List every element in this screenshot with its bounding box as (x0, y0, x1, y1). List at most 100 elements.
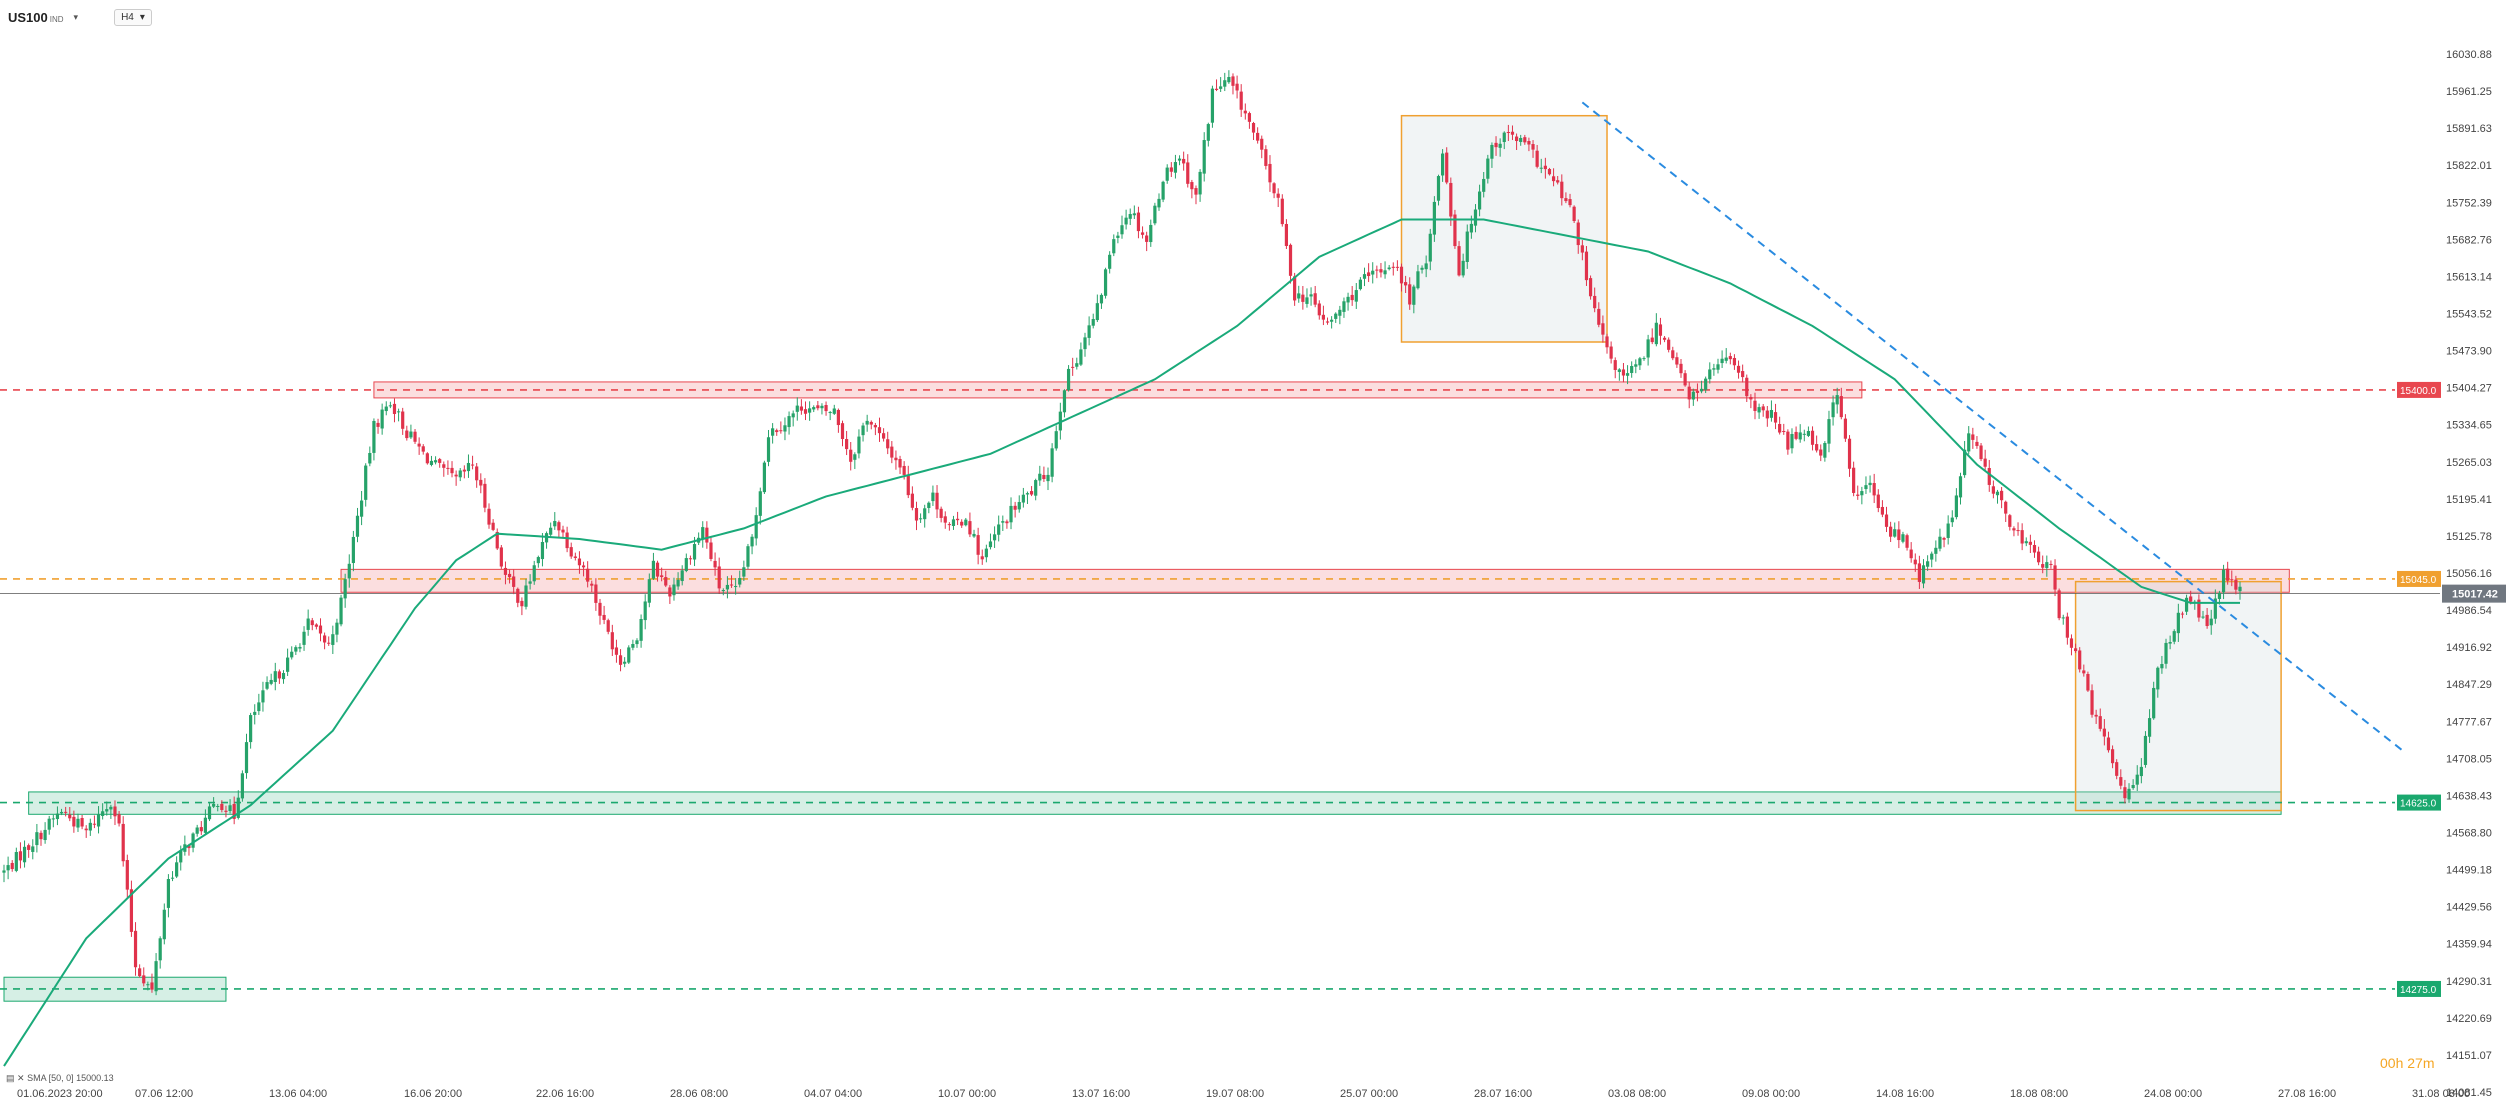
candle-body (1243, 110, 1247, 114)
candle-body (105, 809, 109, 812)
candle-body (1704, 378, 1708, 390)
y-tick-label: 16030.88 (2446, 49, 2492, 61)
candle-body (368, 452, 372, 464)
candle-body (1214, 88, 1219, 90)
candle-body (323, 635, 327, 643)
candle-body (890, 446, 894, 458)
candle-body (1005, 521, 1009, 524)
candle-body (396, 411, 401, 413)
x-tick-label: 13.06 04:00 (269, 1088, 327, 1100)
candle-body (2053, 565, 2057, 590)
candle-body (1247, 113, 1252, 122)
y-tick-label: 15056.16 (2446, 568, 2492, 580)
candle-body (2143, 735, 2148, 765)
candle-body (257, 702, 261, 712)
candle-body (1108, 254, 1112, 269)
candle-body (1387, 267, 1391, 270)
candle-body (220, 803, 224, 810)
candle-body (503, 567, 508, 575)
candle-body (1963, 449, 1967, 476)
candle-body (1120, 225, 1124, 235)
symbol-dropdown-icon[interactable]: ▾ (73, 11, 79, 22)
candle-body (1852, 467, 1856, 493)
candle-body (1749, 397, 1753, 400)
candle-body (536, 557, 540, 564)
candle-body (2189, 596, 2193, 602)
candle-body (175, 862, 179, 877)
candle-body (635, 640, 639, 645)
candle-body (746, 546, 750, 567)
candle-body (906, 475, 910, 496)
candle-body (2061, 617, 2065, 619)
y-tick-label: 15891.63 (2446, 123, 2492, 135)
y-tick-label: 14290.31 (2446, 976, 2492, 988)
candle-body (314, 624, 318, 627)
candle-body (1724, 357, 1728, 361)
candle-body (877, 427, 882, 434)
candle-body (1330, 319, 1334, 322)
candle-body (1260, 138, 1264, 150)
candle-body (318, 625, 323, 634)
x-tick-label: 09.08 00:00 (1742, 1088, 1800, 1100)
candle-body (1268, 163, 1272, 183)
candle-body (2090, 690, 2094, 715)
candle-body (1876, 494, 1880, 509)
candle-body (499, 547, 503, 567)
candle-body (109, 806, 113, 810)
candle-body (845, 439, 849, 450)
candle-body (914, 508, 919, 521)
candle-body (1239, 91, 1243, 110)
candle-body (281, 673, 286, 680)
candle-body (1954, 495, 1958, 518)
candle-body (35, 832, 39, 846)
symbol-label[interactable]: US100 IND (8, 10, 64, 25)
candle-body (964, 519, 968, 526)
candle-body (1658, 324, 1663, 336)
candle-body (2184, 597, 2189, 612)
candle-body (873, 425, 877, 428)
candle-body (1584, 251, 1589, 281)
candle-body (939, 508, 943, 518)
candle-body (27, 845, 31, 850)
level-tag-0 (2397, 381, 2441, 398)
candle-body (2045, 562, 2049, 568)
trendline (1581, 101, 2406, 753)
x-tick-label: 24.08 00:00 (2144, 1088, 2202, 1100)
candle-body (734, 586, 738, 588)
candle-body (1399, 266, 1404, 284)
candle-body (249, 715, 253, 743)
candle-body (943, 516, 947, 523)
candle-body (955, 518, 960, 521)
candle-body (2197, 599, 2201, 618)
candle-body (1383, 270, 1387, 275)
candle-body (179, 850, 183, 863)
candle-body (1029, 491, 1034, 495)
candle-body (627, 647, 631, 663)
candle-body (651, 560, 656, 579)
timeframe-selector[interactable]: H4 ▾ (114, 8, 152, 26)
candle-body (1334, 313, 1338, 319)
candle-body (668, 587, 672, 597)
candle-body (162, 909, 166, 940)
candle-body (1523, 137, 1527, 143)
price-axis: 16030.88 15961.25 15891.63 15822.01 15752.39… (2446, 49, 2492, 1099)
candle-body (1395, 266, 1399, 268)
candle-body (1979, 445, 1983, 460)
candle-body (2230, 579, 2234, 581)
candle-body (803, 409, 808, 414)
candle-body (1708, 369, 1712, 380)
candle-body (618, 655, 623, 665)
candle-body (1921, 565, 1926, 584)
candle-body (713, 560, 717, 568)
candle-body (1958, 476, 1963, 498)
candle-body (1095, 303, 1099, 321)
candle-body (643, 601, 647, 621)
candle-body (433, 460, 438, 463)
x-tick-label: 04.07 04:00 (804, 1088, 862, 1100)
candle-body (1362, 274, 1367, 279)
candle-body (927, 502, 931, 509)
candle-body (101, 811, 105, 816)
candle-body (1987, 468, 1991, 485)
y-tick-label: 15613.14 (2446, 271, 2492, 283)
